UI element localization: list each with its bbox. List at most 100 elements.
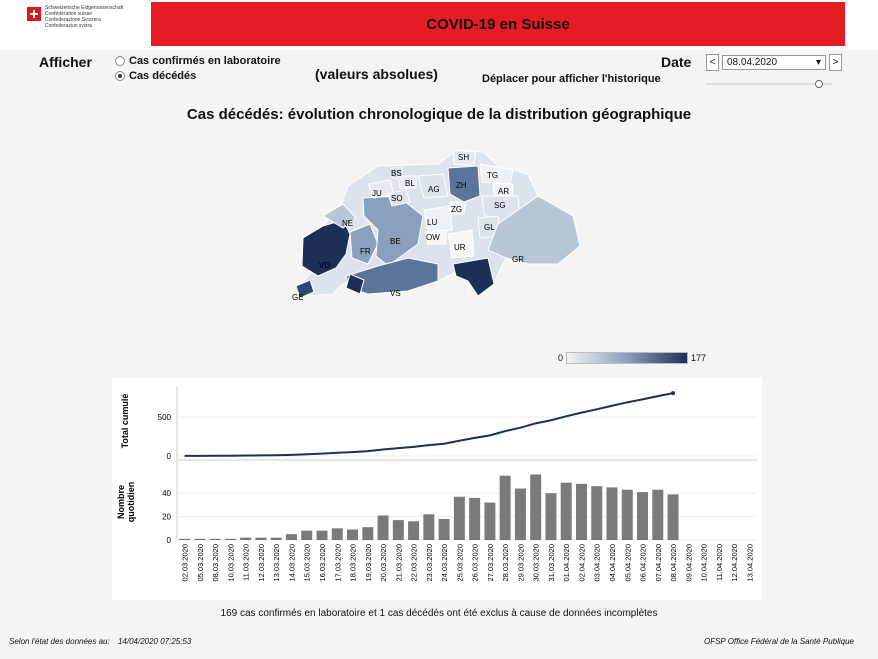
daily-bar — [240, 537, 252, 540]
canton-fr[interactable] — [349, 223, 379, 265]
canton-ti[interactable] — [452, 257, 495, 297]
canton-sh[interactable] — [452, 149, 477, 167]
date-value: 08.04.2020 — [727, 57, 778, 68]
x-tick-label: 16.03.2020 — [318, 544, 327, 582]
logo-line: Schweizerische Eidgenossenschaft — [45, 5, 124, 11]
x-tick-label: 03.04.2020 — [593, 544, 602, 582]
x-tick-label: 15.03.2020 — [303, 544, 312, 582]
page-title: COVID-19 en Suisse — [426, 15, 570, 33]
canton-ow[interactable] — [425, 229, 447, 245]
radio-label[interactable]: Cas décédés — [129, 70, 197, 82]
canton-vd[interactable] — [301, 219, 351, 277]
x-tick-label: 12.03.2020 — [257, 544, 266, 582]
canton-label: ZH — [456, 181, 467, 190]
legend-gradient — [566, 352, 689, 364]
x-tick-label: 23.03.2020 — [425, 544, 434, 582]
radio-button[interactable] — [115, 56, 125, 66]
previous-date-button[interactable]: < — [706, 54, 719, 71]
x-tick-label: 13.03.2020 — [272, 544, 281, 582]
canton-ge[interactable] — [295, 279, 315, 299]
daily-bar — [438, 518, 450, 540]
logo-line: Confederazione Svizzera — [45, 17, 101, 23]
daily-bar — [652, 489, 664, 540]
x-tick-label: 04.04.2020 — [608, 544, 617, 582]
daily-bar — [591, 486, 603, 540]
canton-label: GL — [484, 223, 495, 232]
x-tick-label: 14.03.2020 — [287, 544, 296, 582]
afficher-label: Afficher — [39, 54, 92, 70]
x-tick-label: 02.03.2020 — [181, 544, 190, 582]
canton-label: UR — [454, 243, 466, 252]
x-tick-label: 21.03.2020 — [394, 544, 403, 582]
x-tick-label: 10.03.2020 — [226, 544, 235, 582]
canton-lu[interactable] — [423, 205, 453, 235]
canton-label: BS — [391, 169, 402, 178]
canton-label: TI — [466, 290, 473, 299]
x-tick-label: 30.03.2020 — [532, 544, 541, 582]
y-axis-label-2: quotidien — [126, 482, 136, 523]
x-tick-label: 12.04.2020 — [730, 544, 739, 582]
x-tick-label: 05.03.2020 — [196, 544, 205, 582]
x-tick-label: 11.03.2020 — [242, 544, 251, 581]
canton-label: SG — [494, 201, 506, 210]
x-tick-label: 27.03.2020 — [486, 544, 495, 582]
daily-bar — [316, 530, 328, 540]
date-select[interactable]: 08.04.2020 ▾ — [722, 55, 826, 70]
x-tick-label: 20.03.2020 — [379, 544, 388, 582]
y-axis-label-2: Nombre — [116, 485, 126, 519]
slider-track[interactable] — [706, 83, 832, 85]
time-series-chart: Total cumulé Nombre quotidien 500 0 40 20 0 02.0… — [112, 378, 762, 600]
x-tick-label: 02.04.2020 — [577, 544, 586, 582]
canton-label: BL — [405, 179, 415, 188]
daily-bar — [484, 502, 496, 540]
daily-bar — [408, 521, 420, 540]
canton-label: OW — [426, 233, 440, 242]
daily-bar — [667, 494, 679, 540]
x-tick-label: 08.03.2020 — [211, 544, 220, 582]
y-tick-label: 0 — [167, 452, 172, 461]
x-tick-label: 09.04.2020 — [684, 544, 693, 582]
next-date-button[interactable]: > — [829, 54, 842, 71]
x-tick-label: 31.03.2020 — [547, 544, 556, 582]
canton-label: GE — [292, 293, 304, 302]
canton-so[interactable] — [387, 189, 411, 207]
canton-ag[interactable] — [417, 173, 449, 199]
color-legend: 0 177 — [558, 352, 706, 364]
radio-button-selected[interactable] — [115, 71, 125, 81]
canton-ne[interactable] — [322, 203, 357, 229]
canton-ur[interactable] — [447, 229, 475, 259]
radio-option-cas-decedes[interactable]: Cas décédés — [115, 70, 196, 82]
daily-bar — [392, 520, 404, 540]
daily-bar — [423, 514, 435, 540]
slider-thumb[interactable] — [815, 80, 824, 88]
data-status-label: Selon l'état des données au: — [9, 637, 110, 646]
switzerland-map: SH BS BL AG ZH TG AR JU SO SG NE LU ZG G… — [292, 149, 581, 302]
daily-bar — [301, 530, 313, 540]
radio-label[interactable]: Cas confirmés en laboratoire — [129, 55, 281, 67]
daily-bar — [270, 537, 282, 540]
daily-bar — [514, 488, 526, 540]
daily-bar — [575, 483, 587, 540]
radio-option-cas-confirmes[interactable]: Cas confirmés en laboratoire — [115, 55, 281, 67]
daily-bar — [377, 515, 389, 540]
date-slider[interactable] — [706, 80, 840, 88]
x-tick-label: 01.04.2020 — [562, 544, 571, 582]
chart-canvas: Total cumulé Nombre quotidien 500 0 40 20 0 02.0… — [116, 386, 757, 582]
canton-vs-dark[interactable] — [345, 273, 365, 295]
date-picker: < 08.04.2020 ▾ > — [706, 54, 842, 71]
data-status: Selon l'état des données au: 14/04/2020 … — [9, 637, 191, 646]
canton-gr[interactable] — [487, 195, 581, 265]
canton-label: GR — [512, 255, 524, 264]
canton-label: AG — [428, 185, 440, 194]
x-tick-label: 11.04.2020 — [715, 544, 724, 581]
x-tick-label: 10.04.2020 — [700, 544, 709, 582]
exclusion-note: 169 cas confirmés en laboratoire et 1 ca… — [220, 608, 658, 619]
daily-bar — [530, 474, 542, 540]
line-point — [671, 391, 676, 396]
daily-bar — [362, 527, 374, 540]
daily-bar — [285, 534, 297, 540]
canton-bl[interactable] — [397, 175, 417, 189]
legend-min: 0 — [558, 353, 564, 363]
daily-bar — [606, 487, 618, 540]
daily-bar — [560, 482, 572, 540]
